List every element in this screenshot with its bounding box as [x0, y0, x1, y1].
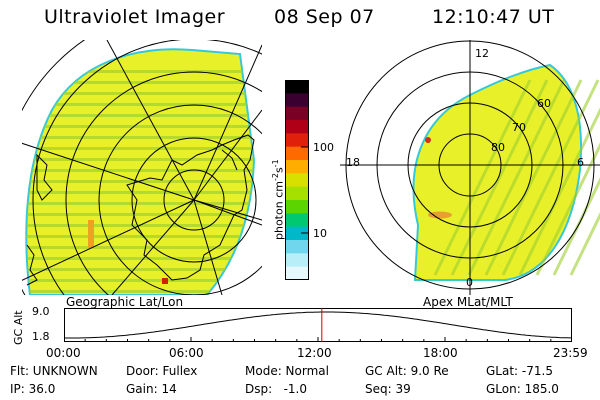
scan-stripe — [26, 158, 255, 161]
colorbar-cell — [285, 106, 309, 121]
unit-mid: s — [272, 167, 286, 174]
colorbar-tick-100: 100 — [313, 141, 334, 154]
ip-label: IP: 36.0 — [10, 382, 56, 396]
polar-plot — [340, 40, 600, 295]
colorbar-cell — [285, 160, 309, 174]
scan-streak — [484, 79, 583, 276]
colorbar-cell — [285, 186, 309, 201]
colorbar-unit-label: photon cm-2s-1 — [271, 159, 286, 240]
mlt-label-12: 12 — [475, 47, 489, 60]
colorbar-cell — [285, 226, 309, 241]
scan-stripe — [26, 279, 255, 282]
scan-stripe — [26, 169, 255, 172]
image-date: 08 Sep 07 — [274, 6, 375, 28]
mlat-label-70: 70 — [512, 121, 526, 134]
scan-stripe — [26, 125, 255, 128]
alt-xtick-1200: 12:00 — [297, 346, 332, 360]
scan-stripe — [26, 81, 255, 84]
glon-label: GLon: 185.0 — [486, 382, 559, 396]
colorbar-cell — [285, 253, 309, 268]
scan-stripe — [26, 92, 255, 95]
altitude-curve — [64, 311, 572, 339]
colorbar-cell — [285, 200, 309, 214]
colorbar-cell — [285, 120, 309, 134]
gain-label: Gain: 14 — [126, 382, 177, 396]
scan-stripe — [26, 103, 255, 106]
scan-stripe — [26, 290, 255, 293]
glat-label: GLat: -71.5 — [486, 364, 553, 378]
alt-xtick-0600: 06:00 — [169, 346, 204, 360]
scan-streak — [552, 177, 600, 276]
colorbar-cell — [285, 80, 309, 94]
mode-label: Mode: Normal — [245, 364, 329, 378]
scan-streak — [518, 107, 600, 276]
seq-label: Seq: 39 — [365, 382, 411, 396]
scan-streak — [433, 79, 532, 276]
alt-ytick-1.8: 1.8 — [32, 330, 50, 343]
scan-streak — [450, 79, 549, 276]
scan-streak — [467, 79, 566, 276]
polar-bright-spot — [428, 211, 452, 219]
dsp-label: Dsp: -1.0 — [245, 382, 308, 396]
colorbar-tick-10: 10 — [313, 227, 327, 240]
colorbar-cell — [285, 213, 309, 228]
colorbar-cell — [285, 173, 309, 188]
gc-alt-label: GC Alt: 9.0 Re — [365, 364, 449, 378]
unit-exp-2: -1 — [271, 159, 280, 168]
altitude-ylabel: GC Alt — [12, 310, 25, 345]
alt-ytick-9: 9.0 — [32, 305, 50, 318]
scan-stripe — [26, 114, 255, 117]
unit-text: photon cm — [272, 181, 286, 240]
colorbar-cell — [285, 240, 309, 254]
colorbar-cell — [285, 133, 309, 148]
colorbar-cell — [285, 266, 309, 280]
scan-stripe — [26, 257, 255, 260]
scan-streak — [535, 142, 600, 276]
polar-panel-caption: Apex MLat/MLT — [423, 295, 513, 309]
geo-panel-caption: Geographic Lat/Lon — [66, 295, 184, 309]
colorbar-cell — [285, 146, 309, 161]
geo-bright-patch — [88, 220, 94, 248]
scan-stripe — [26, 246, 255, 249]
alt-xtick-2359: 23:59 — [553, 346, 588, 360]
polar-image-disk — [412, 63, 582, 281]
door-label: Door: Fullex — [126, 364, 198, 378]
alt-xtick-0000: 00:00 — [46, 346, 81, 360]
scan-stripe — [26, 202, 255, 205]
alt-xtick-1800: 18:00 — [423, 346, 458, 360]
image-time: 12:10:47 UT — [432, 6, 555, 28]
color-bar — [285, 80, 309, 280]
mlt-label-18: 18 — [346, 156, 360, 169]
mlat-label-80: 80 — [491, 141, 505, 154]
unit-exp-1: -2 — [271, 173, 280, 182]
altitude-plot — [64, 308, 572, 342]
colorbar-cell — [285, 93, 309, 108]
instrument-title: Ultraviolet Imager — [44, 6, 226, 28]
mlt-label-6: 6 — [577, 156, 584, 169]
mlt-label-0: 0 — [466, 276, 473, 289]
scan-stripe — [26, 268, 255, 271]
coastline — [126, 134, 255, 281]
scan-stripe — [26, 136, 255, 139]
scan-stripe — [26, 191, 255, 194]
flight-label: Flt: UNKNOWN — [10, 364, 98, 378]
geographic-map — [22, 40, 262, 295]
mlat-label-60: 60 — [537, 97, 551, 110]
scan-stripe — [26, 147, 255, 150]
scan-streak — [569, 212, 600, 276]
scan-stripe — [26, 235, 255, 238]
scan-stripe — [26, 70, 255, 73]
scan-stripe — [26, 213, 255, 216]
